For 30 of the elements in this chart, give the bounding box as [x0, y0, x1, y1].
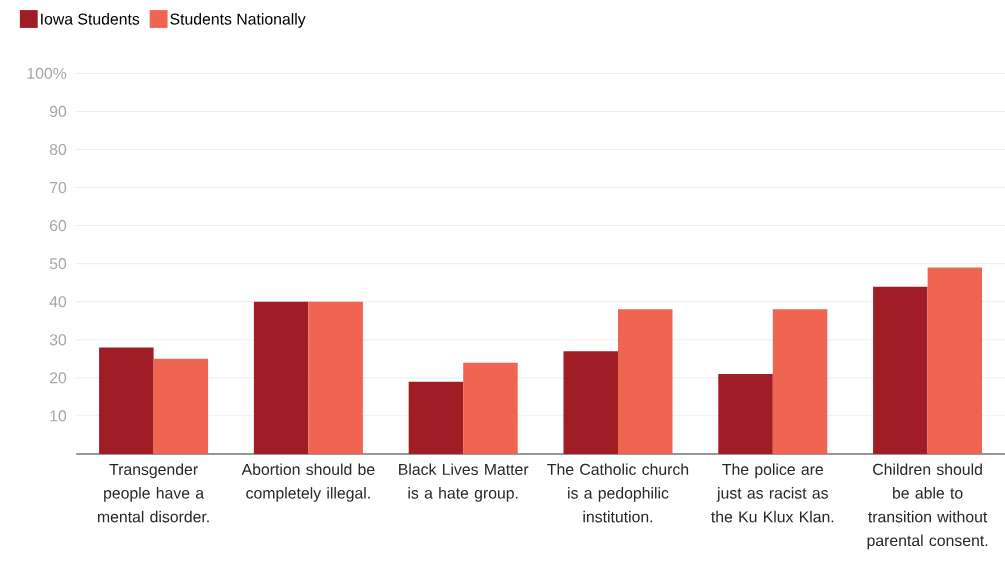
bar [927, 267, 983, 455]
bar [253, 301, 309, 455]
x-tick-label: Transgender people have a mental disorder. [98, 463, 209, 523]
y-tick-label: 80 [49, 143, 67, 156]
x-tick-label: The Catholic church is a pedophilic institution. [547, 463, 689, 523]
bar [563, 351, 618, 455]
bar [718, 374, 773, 455]
x-tick-label: The police are just as racist as the Ku Klux Klan. [711, 463, 834, 523]
bar [463, 362, 518, 455]
x-tick-label: Black Lives Matter is a hate group. [399, 463, 529, 502]
legend-label: Students Nationally [170, 13, 306, 28]
y-tick-label: 90 [49, 105, 67, 118]
bar [772, 309, 828, 455]
y-tick-label: 70 [50, 181, 67, 194]
legend-label: Iowa Students [41, 13, 140, 25]
x-tick-label: Abortion should be completely illegal. [241, 463, 375, 502]
bar [153, 358, 209, 455]
y-tick-label: 20 [49, 372, 67, 384]
bar [873, 286, 928, 455]
bar [618, 309, 673, 455]
y-tick-label: 10 [50, 410, 67, 422]
x-tick-label: Children should be able to transition without parental consent. [867, 463, 988, 550]
bar [99, 347, 154, 455]
bar [408, 381, 464, 455]
y-tick-label: 50 [49, 258, 67, 270]
y-tick-label: 60 [50, 220, 67, 232]
y-tick-label: 100% [27, 67, 67, 79]
bar [308, 301, 363, 455]
y-tick-label: 40 [49, 296, 67, 308]
y-tick-label: 30 [49, 334, 67, 346]
